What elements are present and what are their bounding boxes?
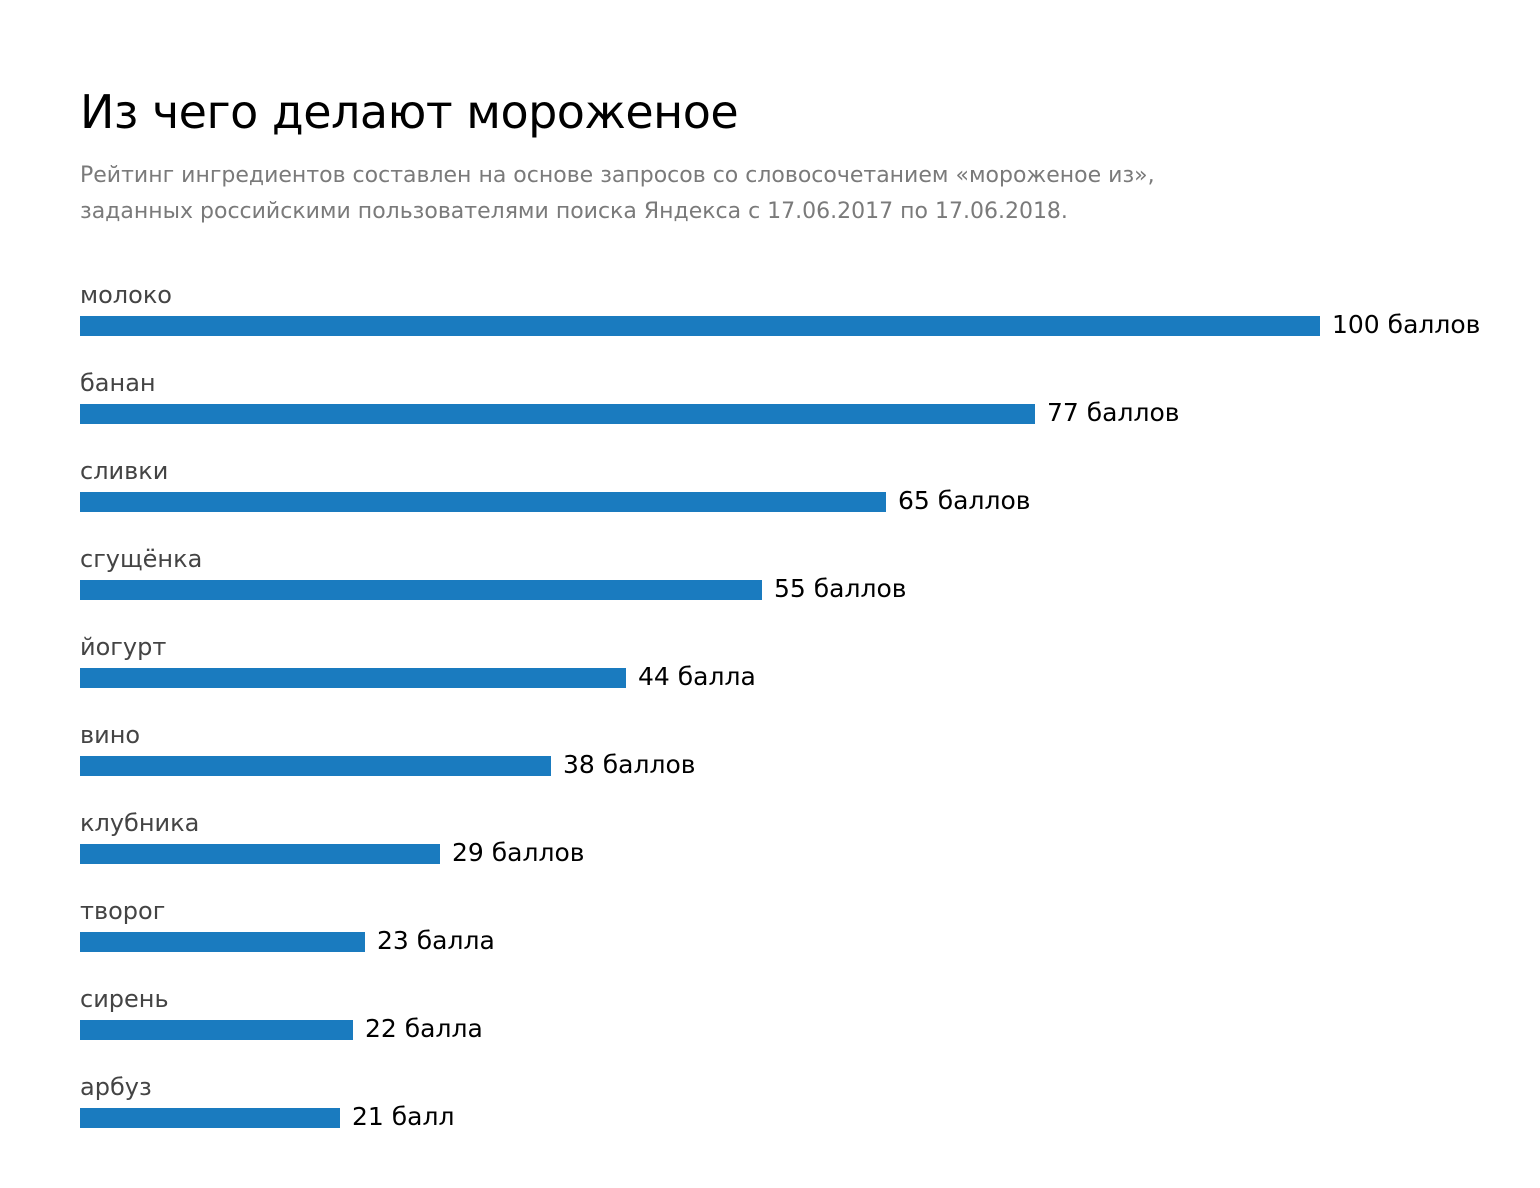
bar: [80, 404, 1035, 424]
value-label: 100 баллов: [1332, 310, 1481, 339]
bar: [80, 844, 440, 864]
bar: [80, 316, 1320, 336]
value-label: 38 баллов: [563, 750, 696, 779]
subtitle-line-1: Рейтинг ингредиентов составлен на основе…: [80, 163, 1155, 188]
value-label: 21 балл: [352, 1102, 455, 1131]
value-label: 22 балла: [365, 1014, 483, 1043]
value-label: 29 баллов: [452, 838, 585, 867]
bar: [80, 1108, 340, 1128]
category-label: йогурт: [80, 633, 167, 661]
category-label: творог: [80, 897, 166, 925]
bar: [80, 932, 365, 952]
chart-title: Из чего делают мороженое: [80, 85, 739, 139]
category-label: арбуз: [80, 1073, 152, 1101]
category-label: клубника: [80, 809, 200, 837]
value-label: 77 баллов: [1047, 398, 1180, 427]
value-label: 44 балла: [638, 662, 756, 691]
bar: [80, 756, 551, 776]
value-label: 65 баллов: [898, 486, 1031, 515]
bar: [80, 580, 762, 600]
bar: [80, 1020, 353, 1040]
category-label: сгущёнка: [80, 545, 203, 573]
bar: [80, 492, 886, 512]
value-label: 23 балла: [377, 926, 495, 955]
category-label: молоко: [80, 281, 172, 309]
category-label: вино: [80, 721, 141, 749]
value-label: 55 баллов: [774, 574, 907, 603]
subtitle-line-2: заданных российскими пользователями поис…: [80, 199, 1068, 224]
bar: [80, 668, 626, 688]
chart-subtitle: Рейтинг ингредиентов составлен на основе…: [80, 158, 1280, 230]
category-label: банан: [80, 369, 156, 397]
category-label: сирень: [80, 985, 169, 1013]
category-label: сливки: [80, 457, 169, 485]
